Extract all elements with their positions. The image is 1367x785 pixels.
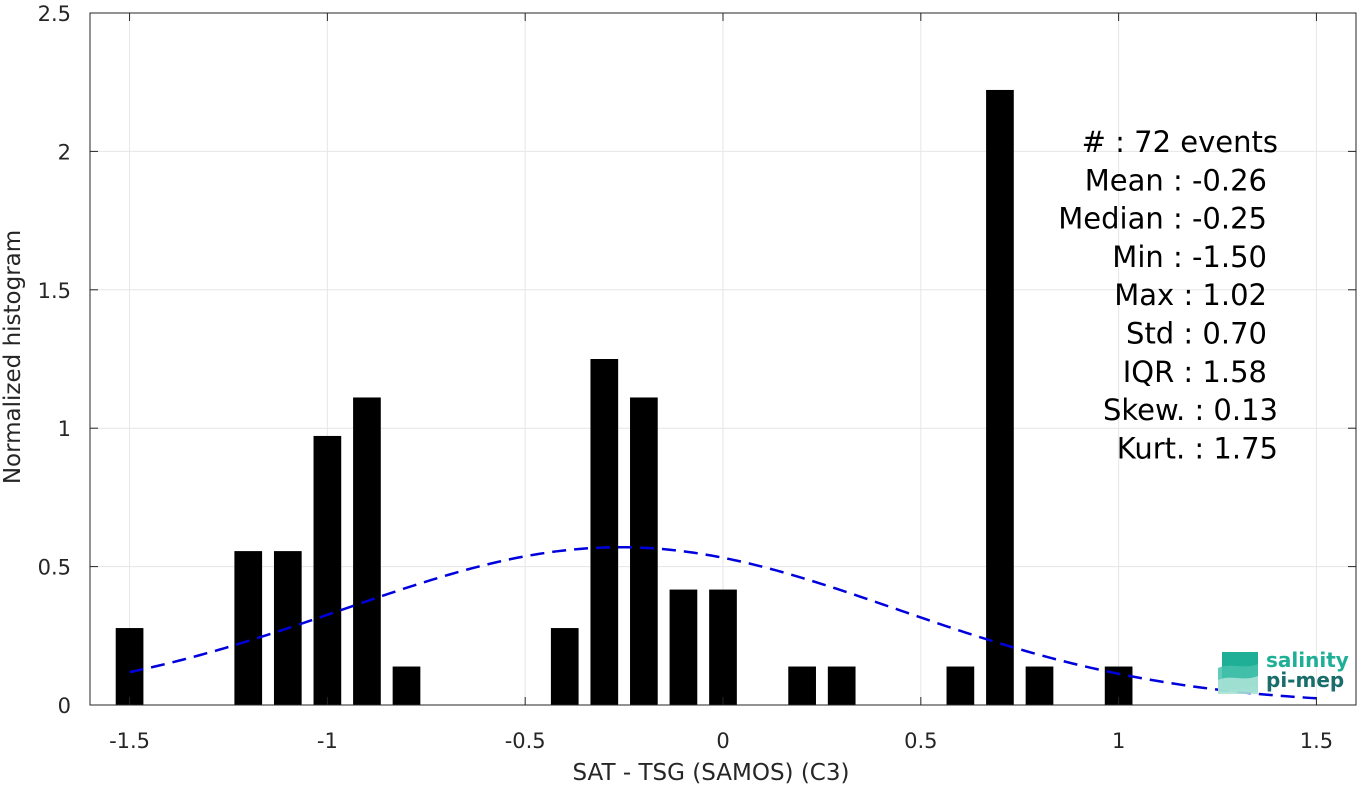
- histogram-bar-3: [313, 435, 342, 705]
- stat-line-1: Mean : -0.26: [1085, 163, 1267, 197]
- x-tick-label-6: 1.5: [1300, 729, 1333, 753]
- histogram-bar-6: [550, 628, 579, 705]
- y-tick-label-2: 1: [58, 417, 71, 441]
- histogram-bar-5: [392, 666, 421, 705]
- histogram-bar-13: [946, 666, 975, 705]
- axis-ticks: [90, 12, 1356, 706]
- stat-line-0: # : 72 events: [1082, 125, 1278, 159]
- normal-fit-curve: [129, 545, 1317, 700]
- x-tick-label-2: -0.5: [505, 729, 546, 753]
- histogram-bar-1: [234, 551, 263, 705]
- stat-line-4: Max : 1.02: [1114, 278, 1267, 312]
- stat-line-6: IQR : 1.58: [1123, 355, 1267, 389]
- x-tick-labels: -1.5 -1 -0.5 0 0.5 1 1.5: [109, 729, 1333, 753]
- histogram-bar-14: [986, 89, 1014, 706]
- histogram-bar-9: [669, 589, 698, 705]
- stat-line-3: Min : -1.50: [1112, 240, 1267, 274]
- histogram-bar-4: [353, 397, 381, 705]
- x-tick-label-1: -1: [317, 729, 338, 753]
- y-tick-label-5: 2.5: [38, 2, 71, 26]
- x-tick-label-3: 0: [716, 729, 729, 753]
- statistics-box: # : 72 events Mean : -0.26 Median : -0.25 M…: [1058, 125, 1278, 465]
- wave-logo-icon: [1218, 652, 1258, 694]
- histogram-bar-8: [630, 397, 658, 705]
- histogram-bar-15: [1025, 666, 1054, 705]
- logo-text-pi-mep: pi-mep: [1266, 668, 1344, 692]
- x-tick-label-5: 1: [1112, 729, 1125, 753]
- stat-line-7: Skew. : 0.13: [1103, 393, 1278, 427]
- stat-line-8: Kurt. : 1.75: [1117, 431, 1278, 465]
- y-tick-label-1: 0.5: [38, 556, 71, 580]
- histogram-bar-7: [590, 359, 619, 705]
- y-tick-label-0: 0: [58, 694, 71, 718]
- y-axis-label: Normalized histogram: [0, 230, 26, 484]
- stat-line-2: Median : -0.25: [1058, 202, 1267, 236]
- x-tick-label-4: 0.5: [904, 729, 937, 753]
- histogram-bar-11: [788, 666, 816, 705]
- y-tick-labels: 0 0.5 1 1.5 2 2.5: [38, 2, 71, 718]
- y-tick-label-3: 1.5: [38, 279, 71, 303]
- histogram-bar-0: [115, 628, 144, 705]
- stat-line-5: Std : 0.70: [1126, 317, 1267, 351]
- x-axis-label: SAT - TSG (SAMOS) (C3): [573, 760, 850, 785]
- histogram-bar-12: [827, 666, 856, 705]
- histogram-bars: [115, 89, 1133, 706]
- logo-text-salinity: salinity: [1266, 648, 1349, 672]
- x-tick-label-0: -1.5: [109, 729, 150, 753]
- salinity-pi-mep-logo: salinity pi-mep: [1218, 648, 1349, 694]
- y-tick-label-4: 2: [58, 140, 71, 164]
- histogram-bar-10: [709, 589, 737, 705]
